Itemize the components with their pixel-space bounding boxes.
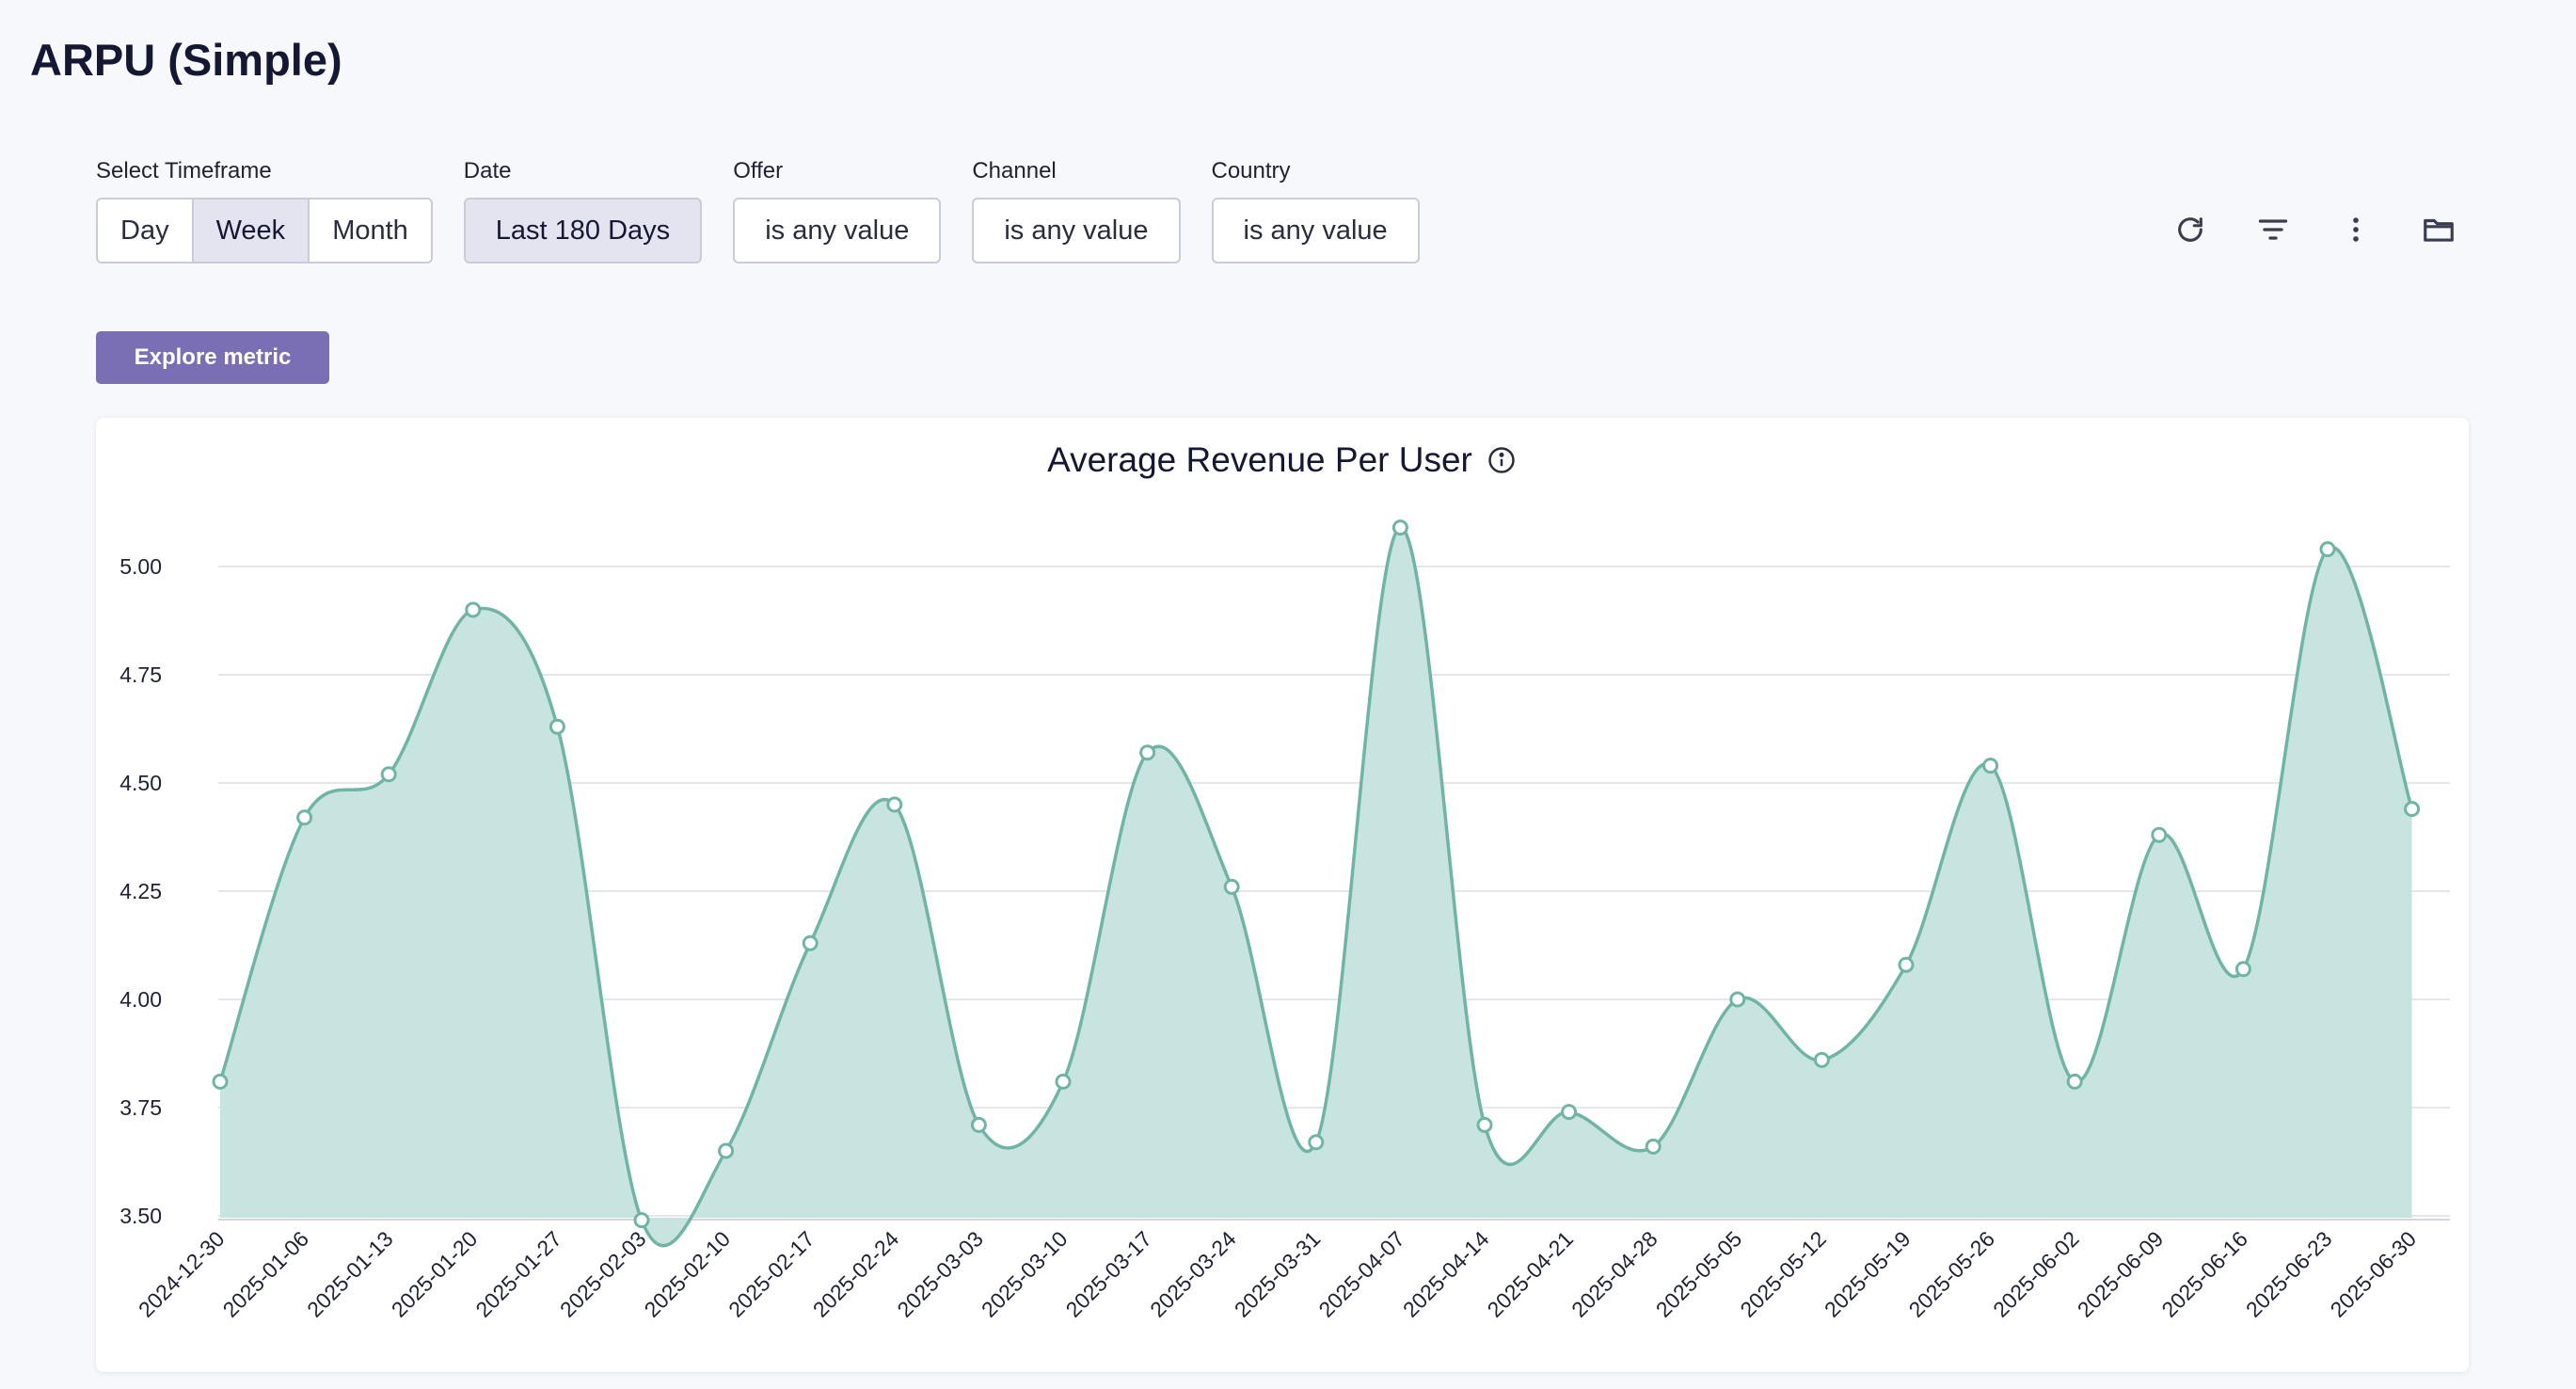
timeframe-segmented-control: Day Week Month (96, 198, 433, 263)
data-point[interactable] (1139, 744, 1156, 761)
y-tick-label: 4.50 (119, 771, 162, 795)
data-point[interactable] (549, 718, 565, 735)
data-point[interactable] (2234, 961, 2251, 978)
y-tick-label: 4.25 (119, 879, 162, 903)
filter-bar: Select Timeframe Day Week Month Date Las… (96, 158, 1420, 263)
x-tick-label: 2025-03-10 (977, 1226, 1073, 1322)
data-point[interactable] (1813, 1051, 1830, 1068)
y-tick-label: 3.50 (119, 1204, 162, 1228)
refresh-icon[interactable] (2170, 209, 2211, 250)
data-point[interactable] (465, 601, 482, 618)
dashboard-toolbar (2170, 209, 2459, 250)
data-point[interactable] (718, 1142, 735, 1159)
data-point[interactable] (886, 796, 903, 813)
data-point[interactable] (2319, 541, 2336, 558)
x-tick-label: 2025-01-13 (302, 1226, 398, 1322)
chart-title-row: Average Revenue Per User (96, 440, 2469, 480)
x-tick-label: 2025-02-17 (724, 1226, 819, 1322)
offer-label: Offer (733, 158, 784, 184)
info-icon[interactable] (1487, 445, 1518, 475)
data-point[interactable] (212, 1073, 229, 1090)
data-point[interactable] (633, 1212, 650, 1229)
data-point[interactable] (1391, 519, 1408, 536)
channel-filter: Channel is any value (972, 158, 1181, 263)
country-label: Country (1211, 158, 1291, 184)
data-point[interactable] (2151, 826, 2168, 843)
x-tick-label: 2025-03-03 (892, 1226, 988, 1322)
x-tick-label: 2025-04-28 (1566, 1226, 1662, 1322)
data-point[interactable] (2066, 1073, 2083, 1090)
explore-metric-button[interactable]: Explore metric (96, 331, 329, 384)
channel-filter-button[interactable]: is any value (972, 198, 1181, 263)
data-point[interactable] (1982, 758, 1999, 774)
date-filter: Date Last 180 Days (463, 158, 703, 263)
x-tick-label: 2025-05-19 (1820, 1226, 1916, 1322)
data-point[interactable] (1898, 956, 1915, 973)
filter-icon[interactable] (2252, 209, 2294, 250)
country-filter-button[interactable]: is any value (1211, 198, 1420, 263)
timeframe-month-button[interactable]: Month (310, 200, 431, 262)
chart-card: Average Revenue Per User 3.50 3.75 4.00 4.2… (96, 418, 2469, 1372)
data-point[interactable] (1729, 991, 1746, 1008)
timeframe-filter: Select Timeframe Day Week Month (96, 158, 433, 263)
country-filter: Country is any value (1211, 158, 1420, 263)
data-point[interactable] (802, 934, 819, 951)
date-filter-button[interactable]: Last 180 Days (463, 198, 703, 263)
y-tick-label: 5.00 (119, 554, 162, 579)
x-tick-label: 2025-04-14 (1398, 1226, 1494, 1322)
folder-icon[interactable] (2418, 209, 2459, 250)
data-point[interactable] (1223, 878, 1240, 895)
x-tick-label: 2025-01-27 (470, 1226, 566, 1322)
channel-label: Channel (972, 158, 1057, 184)
x-tick-label: 2025-06-16 (2156, 1226, 2252, 1322)
x-tick-label: 2025-02-03 (555, 1226, 651, 1322)
data-point[interactable] (380, 766, 397, 783)
x-tick-label: 2025-04-21 (1483, 1226, 1579, 1322)
data-point[interactable] (1645, 1138, 1662, 1155)
y-tick-label: 4.75 (119, 663, 162, 687)
data-point[interactable] (2404, 801, 2421, 818)
timeframe-day-button[interactable]: Day (98, 200, 194, 262)
offer-filter: Offer is any value (733, 158, 942, 263)
offer-filter-button[interactable]: is any value (733, 198, 942, 263)
x-tick-label: 2025-03-31 (1230, 1226, 1326, 1322)
more-vertical-icon[interactable] (2335, 209, 2377, 250)
x-tick-label: 2025-06-23 (2241, 1226, 2337, 1322)
x-tick-label: 2025-06-02 (1988, 1226, 2084, 1322)
data-point[interactable] (296, 809, 313, 826)
x-tick-label: 2025-03-17 (1061, 1226, 1157, 1322)
x-tick-label: 2025-01-06 (218, 1226, 314, 1322)
timeframe-label: Select Timeframe (96, 158, 272, 184)
data-point[interactable] (970, 1116, 987, 1133)
arpu-area-chart: 3.503.754.004.254.504.755.002024-12-3020… (119, 519, 2450, 1322)
x-tick-label: 2025-06-09 (2073, 1226, 2169, 1322)
y-tick-label: 3.75 (119, 1095, 162, 1120)
y-tick-label: 4.00 (119, 987, 162, 1012)
date-label: Date (463, 158, 512, 184)
area-fill (220, 527, 2412, 1246)
timeframe-week-button[interactable]: Week (193, 200, 310, 262)
x-tick-label: 2025-02-24 (808, 1226, 904, 1322)
x-tick-label: 2025-05-05 (1651, 1226, 1747, 1322)
x-tick-label: 2025-01-20 (387, 1226, 483, 1322)
chart-title: Average Revenue Per User (1047, 440, 1472, 479)
data-point[interactable] (1055, 1073, 1072, 1090)
data-point[interactable] (1308, 1134, 1325, 1151)
x-tick-label: 2024-12-30 (134, 1226, 230, 1322)
x-tick-label: 2025-03-24 (1145, 1226, 1241, 1322)
x-tick-label: 2025-05-12 (1735, 1226, 1831, 1322)
data-point[interactable] (1476, 1116, 1493, 1133)
page-title: ARPU (Simple) (30, 35, 342, 85)
x-tick-label: 2025-05-26 (1904, 1226, 2000, 1322)
data-point[interactable] (1561, 1104, 1578, 1121)
x-tick-label: 2025-04-07 (1313, 1226, 1409, 1322)
x-tick-label: 2025-06-30 (2326, 1226, 2422, 1322)
